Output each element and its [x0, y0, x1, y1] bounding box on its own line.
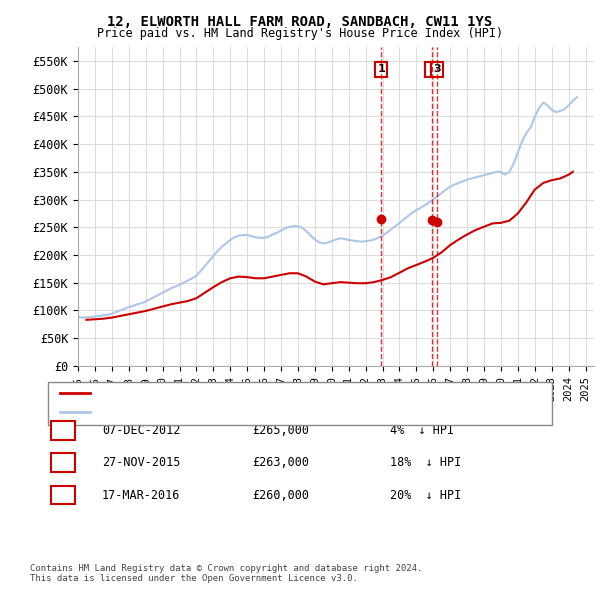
Text: 27-NOV-2015: 27-NOV-2015 — [102, 456, 181, 469]
Text: HPI: Average price, detached house, Cheshire East: HPI: Average price, detached house, Ches… — [96, 407, 402, 417]
Text: 1: 1 — [377, 64, 385, 74]
Text: 12, ELWORTH HALL FARM ROAD, SANDBACH, CW11 1YS: 12, ELWORTH HALL FARM ROAD, SANDBACH, CW… — [107, 15, 493, 29]
Text: 2: 2 — [59, 456, 67, 469]
Text: 2: 2 — [428, 64, 436, 74]
Text: 07-DEC-2012: 07-DEC-2012 — [102, 424, 181, 437]
Text: 3: 3 — [59, 489, 67, 502]
Text: 12, ELWORTH HALL FARM ROAD, SANDBACH, CW11 1YS (detached house): 12, ELWORTH HALL FARM ROAD, SANDBACH, CW… — [96, 388, 490, 398]
Text: 20%  ↓ HPI: 20% ↓ HPI — [390, 489, 461, 502]
Text: Price paid vs. HM Land Registry's House Price Index (HPI): Price paid vs. HM Land Registry's House … — [97, 27, 503, 40]
Text: £263,000: £263,000 — [252, 456, 309, 469]
Text: 4%  ↓ HPI: 4% ↓ HPI — [390, 424, 454, 437]
Text: £260,000: £260,000 — [252, 489, 309, 502]
Text: 1: 1 — [59, 424, 67, 437]
Text: 18%  ↓ HPI: 18% ↓ HPI — [390, 456, 461, 469]
Text: 17-MAR-2016: 17-MAR-2016 — [102, 489, 181, 502]
Text: Contains HM Land Registry data © Crown copyright and database right 2024.
This d: Contains HM Land Registry data © Crown c… — [30, 563, 422, 583]
Text: £265,000: £265,000 — [252, 424, 309, 437]
Text: 3: 3 — [433, 64, 440, 74]
